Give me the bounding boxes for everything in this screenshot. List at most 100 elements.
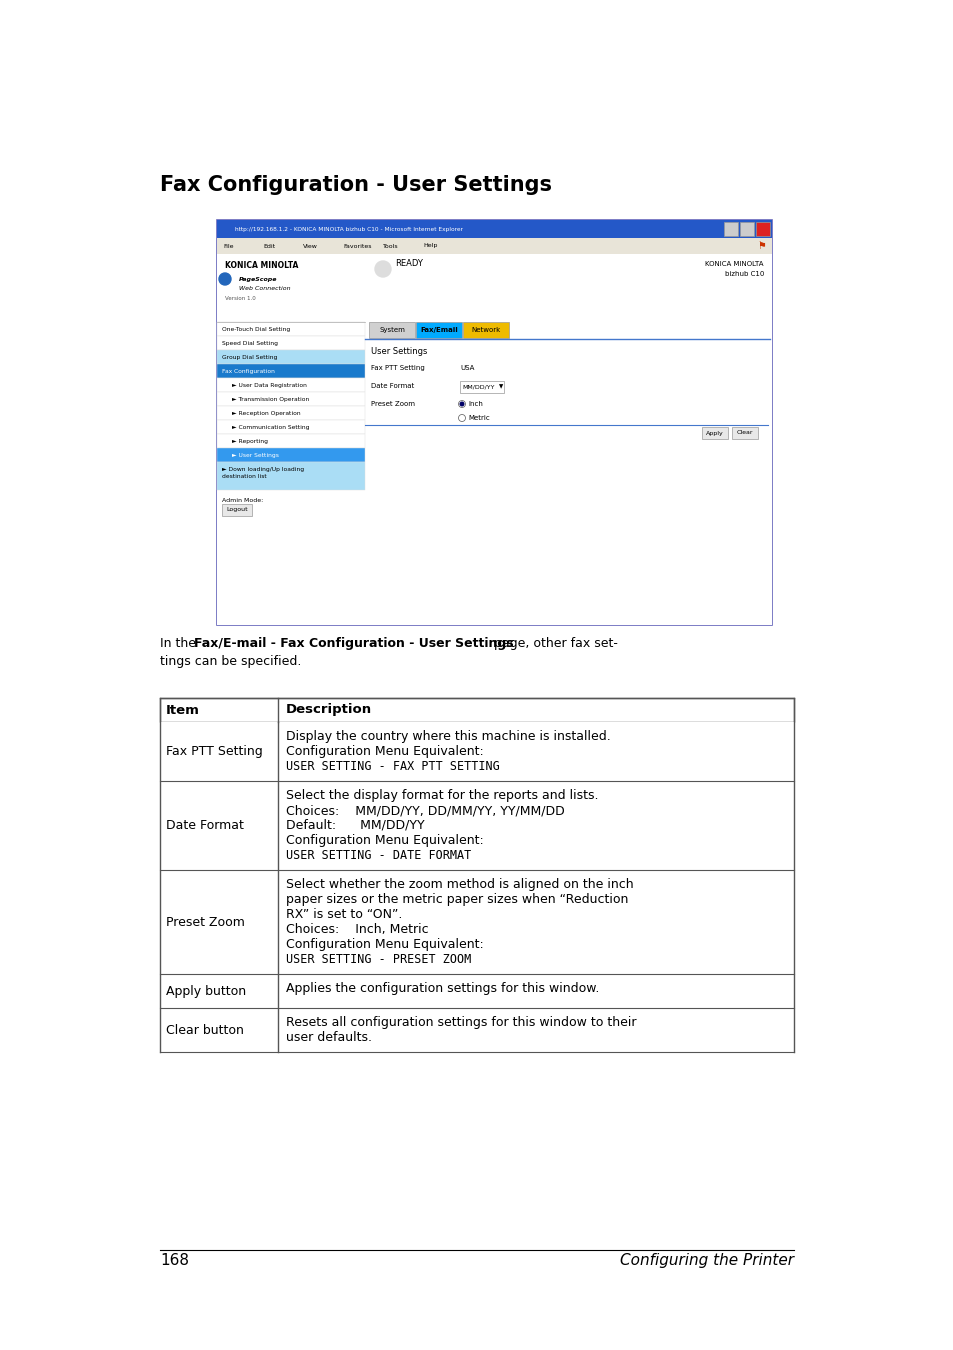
Text: Admin Mode:: Admin Mode: — [222, 498, 263, 504]
Bar — [216, 392, 365, 406]
Text: Configuration Menu Equivalent:: Configuration Menu Equivalent: — [286, 745, 483, 757]
Bar — [755, 221, 769, 236]
Text: Fax PTT Setting: Fax PTT Setting — [371, 364, 424, 371]
Text: Version 1.0: Version 1.0 — [225, 296, 255, 301]
Bar — [723, 221, 738, 236]
Bar — [740, 221, 753, 236]
Text: USER SETTING - PRESET ZOOM: USER SETTING - PRESET ZOOM — [286, 953, 471, 967]
Text: In the: In the — [160, 637, 200, 649]
Text: Clear: Clear — [736, 431, 753, 436]
Text: Inch: Inch — [468, 401, 482, 406]
Circle shape — [459, 402, 463, 406]
Bar — [160, 782, 793, 869]
Text: Favorites: Favorites — [343, 243, 371, 248]
Bar — [216, 364, 365, 378]
Text: Default:      MM/DD/YY: Default: MM/DD/YY — [286, 819, 424, 832]
Text: File: File — [223, 243, 233, 248]
Text: Applies the configuration settings for this window.: Applies the configuration settings for t… — [286, 981, 598, 995]
Text: Tools: Tools — [382, 243, 398, 248]
Text: Fax Configuration - User Settings: Fax Configuration - User Settings — [160, 176, 552, 194]
Text: Clear button: Clear button — [166, 1023, 244, 1037]
Text: ► Down loading/Up loading: ► Down loading/Up loading — [222, 467, 304, 472]
Circle shape — [375, 261, 391, 277]
Text: Preset Zoom: Preset Zoom — [166, 915, 245, 929]
Bar — [731, 427, 758, 439]
Bar — [222, 504, 252, 516]
Text: Speed Dial Setting: Speed Dial Setting — [222, 340, 277, 346]
Bar — [462, 323, 509, 338]
Text: Choices:    Inch, Metric: Choices: Inch, Metric — [286, 923, 428, 936]
Text: READY: READY — [395, 259, 422, 269]
Text: Edit: Edit — [263, 243, 274, 248]
Text: Network: Network — [471, 327, 500, 333]
Bar — [216, 462, 365, 490]
Bar — [216, 254, 771, 625]
Text: USA: USA — [459, 364, 474, 371]
Circle shape — [458, 401, 465, 408]
Text: page, other fax set-: page, other fax set- — [490, 637, 618, 649]
Text: Date Format: Date Format — [371, 383, 414, 389]
Text: ⚑: ⚑ — [757, 242, 765, 251]
Text: System: System — [378, 327, 404, 333]
Text: ► Communication Setting: ► Communication Setting — [232, 424, 309, 429]
Bar — [160, 698, 793, 722]
Text: Configuring the Printer: Configuring the Printer — [619, 1253, 793, 1268]
Bar — [216, 254, 365, 625]
Text: MM/DD/YY: MM/DD/YY — [461, 385, 494, 390]
Text: ► Reception Operation: ► Reception Operation — [232, 410, 300, 416]
Text: Fax/Email: Fax/Email — [419, 327, 457, 333]
Bar — [160, 869, 793, 973]
Bar — [216, 238, 771, 254]
Text: paper sizes or the metric paper sizes when “Reduction: paper sizes or the metric paper sizes wh… — [286, 892, 628, 906]
Text: PageScope: PageScope — [239, 278, 277, 282]
Text: Fax Configuration: Fax Configuration — [222, 369, 274, 374]
Text: Display the country where this machine is installed.: Display the country where this machine i… — [286, 730, 610, 742]
Text: USER SETTING - DATE FORMAT: USER SETTING - DATE FORMAT — [286, 849, 471, 863]
Text: View: View — [303, 243, 317, 248]
Text: ► User Data Registration: ► User Data Registration — [232, 382, 307, 387]
Text: ► Transmission Operation: ► Transmission Operation — [232, 397, 309, 401]
Text: Web Connection: Web Connection — [239, 285, 291, 290]
Text: Help: Help — [422, 243, 436, 248]
Bar — [369, 323, 415, 338]
Text: ▼: ▼ — [498, 385, 503, 390]
Text: Description: Description — [286, 703, 372, 717]
Text: Resets all configuration settings for this window to their: Resets all configuration settings for th… — [286, 1017, 636, 1029]
Text: destination list: destination list — [222, 474, 267, 478]
Text: ► Reporting: ► Reporting — [232, 439, 268, 444]
Bar — [216, 420, 365, 433]
Text: user defaults.: user defaults. — [286, 1031, 372, 1044]
Text: http://192.168.1.2 - KONICA MINOLTA bizhub C10 - Microsoft Internet Explorer: http://192.168.1.2 - KONICA MINOLTA bizh… — [234, 227, 462, 231]
Text: Logout: Logout — [226, 508, 248, 513]
Text: 168: 168 — [160, 1253, 189, 1268]
Text: Fax PTT Setting: Fax PTT Setting — [166, 745, 262, 757]
Text: Metric: Metric — [468, 414, 489, 421]
Text: Group Dial Setting: Group Dial Setting — [222, 355, 277, 359]
Circle shape — [219, 273, 231, 285]
Bar — [160, 1008, 793, 1052]
Text: Fax/E-mail - Fax Configuration - User Settings: Fax/E-mail - Fax Configuration - User Se… — [193, 637, 513, 649]
Text: ► User Settings: ► User Settings — [232, 452, 278, 458]
Bar — [216, 336, 365, 350]
Text: bizhub C10: bizhub C10 — [724, 271, 763, 277]
Text: Item: Item — [166, 703, 200, 717]
Text: Select whether the zoom method is aligned on the inch: Select whether the zoom method is aligne… — [286, 878, 633, 891]
Text: Preset Zoom: Preset Zoom — [371, 401, 415, 406]
Bar — [459, 381, 503, 393]
Bar — [216, 433, 365, 448]
Bar — [216, 350, 365, 365]
Bar — [416, 323, 461, 338]
Bar — [160, 973, 793, 1008]
Text: RX” is set to “ON”.: RX” is set to “ON”. — [286, 909, 402, 921]
Bar — [701, 427, 727, 439]
Text: Configuration Menu Equivalent:: Configuration Menu Equivalent: — [286, 938, 483, 950]
Text: Apply button: Apply button — [166, 984, 246, 998]
Text: KONICA MINOLTA: KONICA MINOLTA — [225, 262, 298, 270]
Text: USER SETTING - FAX PTT SETTING: USER SETTING - FAX PTT SETTING — [286, 760, 499, 774]
Bar — [216, 378, 365, 392]
Text: Configuration Menu Equivalent:: Configuration Menu Equivalent: — [286, 834, 483, 846]
Bar — [216, 220, 771, 625]
Bar — [216, 220, 771, 238]
Text: Apply: Apply — [705, 431, 723, 436]
Bar — [160, 722, 793, 782]
